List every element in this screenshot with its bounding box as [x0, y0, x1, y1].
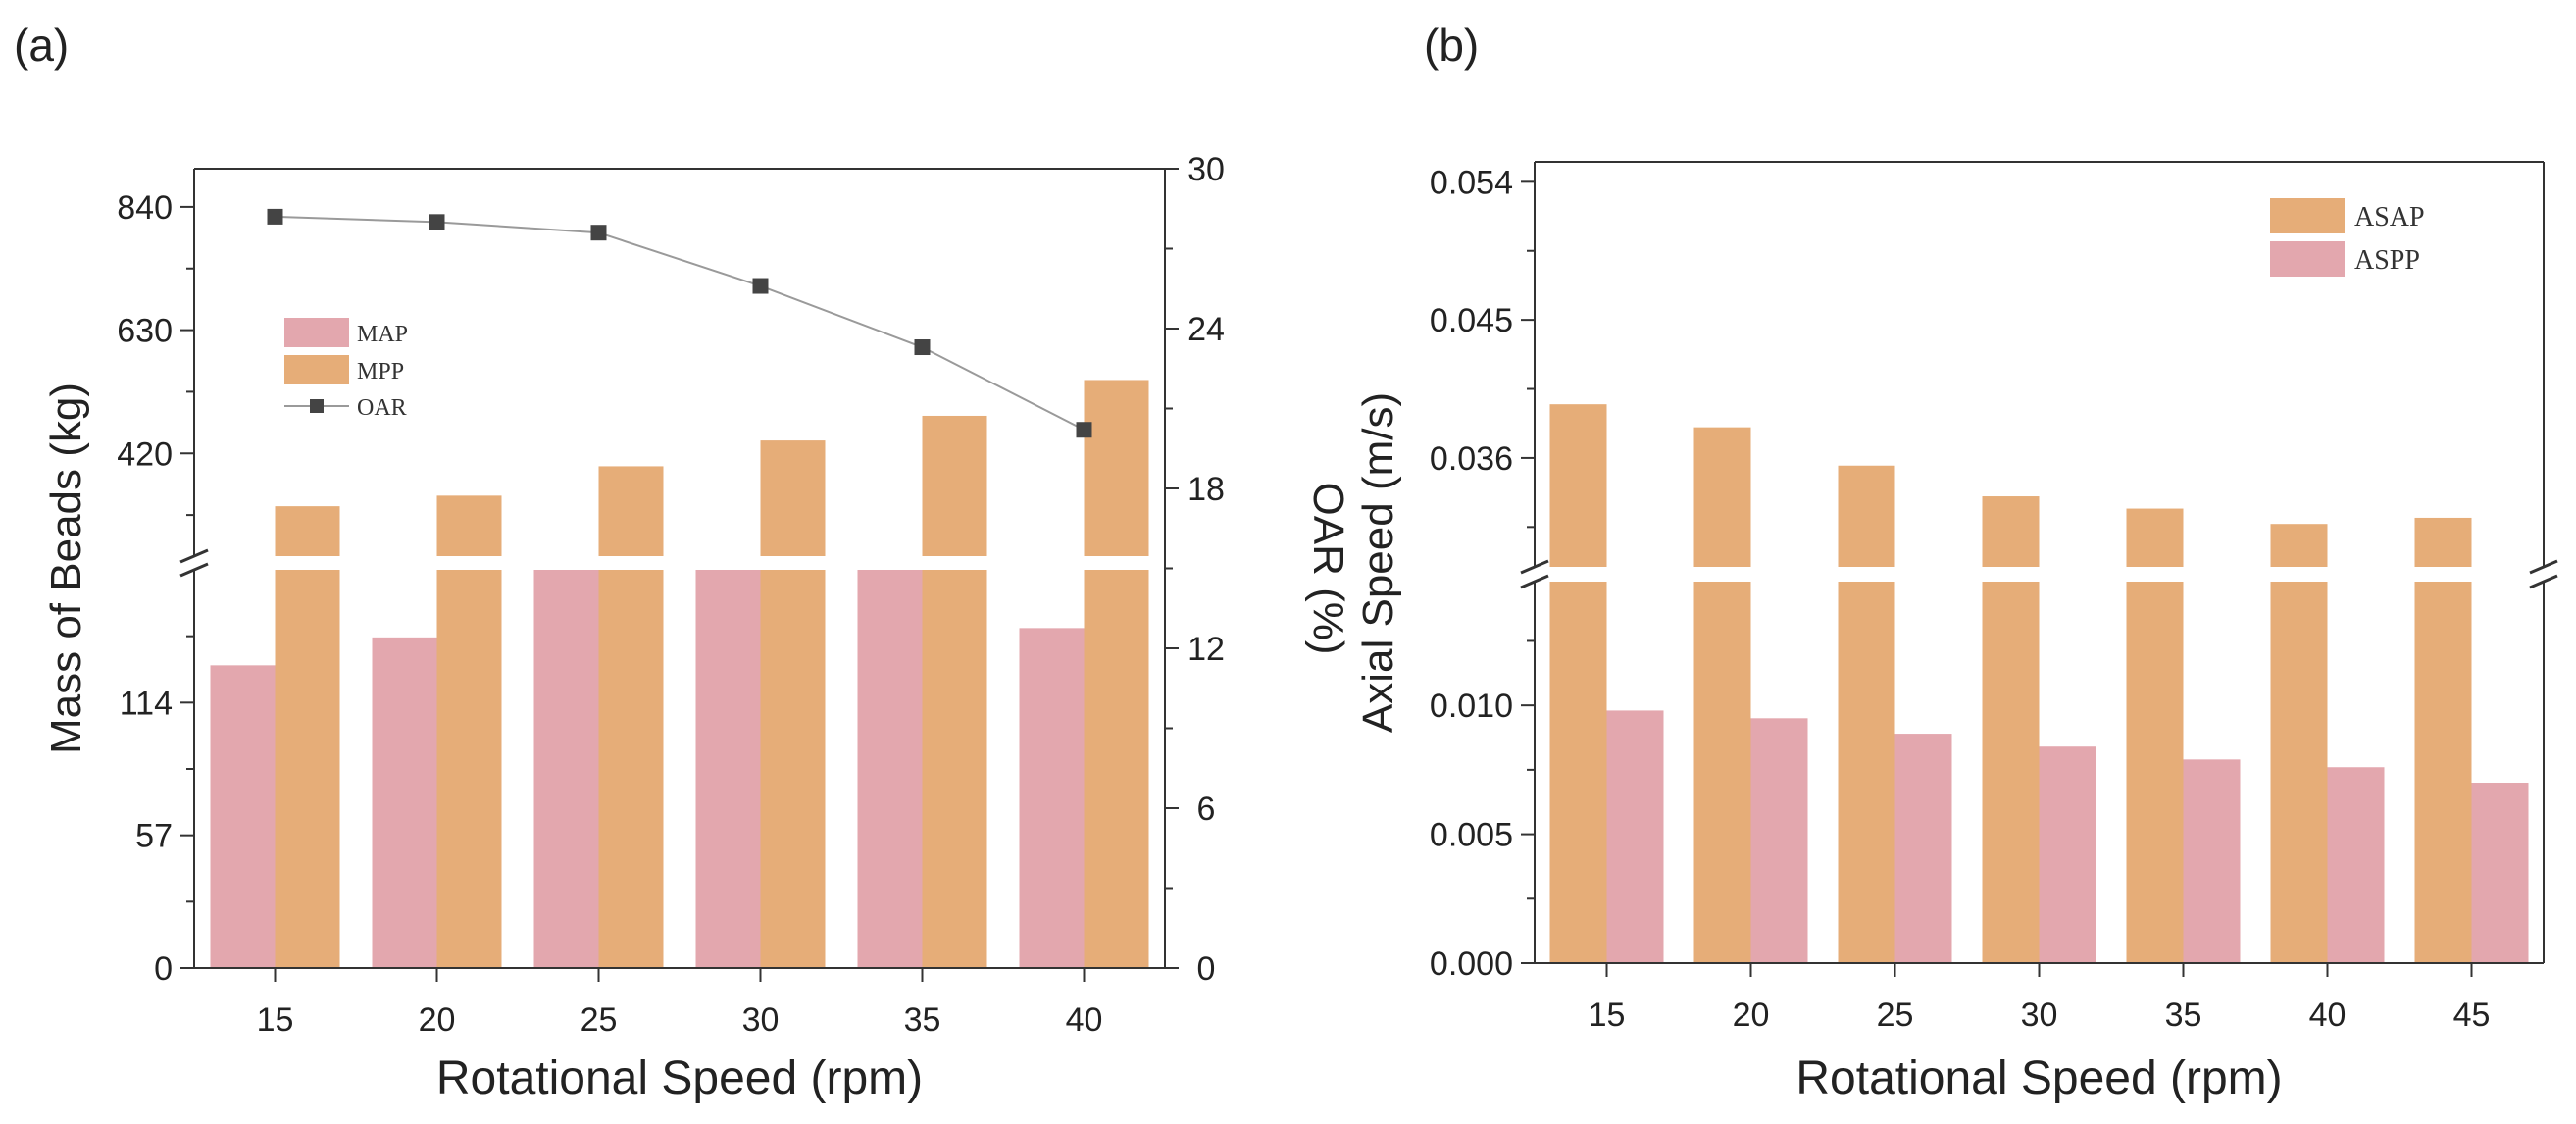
oar-marker-35 — [914, 339, 931, 356]
ytick-label-b-0.005: 0.005 — [1430, 817, 1513, 854]
bar-asap-25 — [1838, 465, 1895, 963]
bar-aspp-20 — [1750, 718, 1808, 963]
legend-swatch-asap — [2270, 198, 2345, 233]
legend-label-map: MAP — [357, 322, 408, 347]
bar-mpp-30 — [760, 440, 826, 968]
bar-mpp-15 — [275, 506, 340, 968]
xtick-label-30: 30 — [742, 1001, 780, 1039]
x-axis-title-b: Rotational Speed (rpm) — [1795, 1052, 2282, 1104]
bar-asap-20 — [1693, 427, 1751, 963]
ytick-label-0: 0 — [154, 950, 173, 988]
legend-swatch-map — [284, 318, 349, 347]
panel-b-chart: (b) 0.000 0.005 0.010 0.036 0.045 0.054 15 20 25 3… — [1354, 20, 2558, 1104]
bar-mpp-20 — [436, 495, 502, 968]
xtick-label-b-15: 15 — [1589, 996, 1626, 1034]
xtick-label-b-20: 20 — [1733, 996, 1770, 1034]
ytick-label-420: 420 — [117, 435, 173, 473]
legend-label-aspp: ASPP — [2354, 245, 2420, 276]
bar-aspp-15 — [1606, 710, 1664, 963]
break-mark-lower — [179, 562, 209, 578]
oar-line — [275, 215, 1085, 432]
xtick-label-25: 25 — [581, 1001, 618, 1039]
bar-map-20 — [372, 637, 437, 968]
xtick-label-40: 40 — [1066, 1001, 1103, 1039]
bar-mpp-25 — [598, 466, 664, 968]
ytick-label-b-0.036: 0.036 — [1430, 440, 1513, 478]
y-axis-title-right: OAR (%) — [1304, 483, 1352, 655]
break-mark-upper-b1 — [2529, 559, 2558, 575]
bar-aspp-25 — [1894, 734, 1952, 963]
bar-map-40 — [1019, 628, 1085, 968]
axis-break-gap-b — [1537, 567, 2542, 582]
axis-break-gap — [196, 556, 1163, 570]
panel-label-b: (b) — [1424, 20, 1479, 71]
legend-marker-oar — [310, 399, 324, 413]
ytick-label-57: 57 — [135, 818, 173, 855]
break-mark-upper-b0 — [1520, 559, 1549, 575]
bar-asap-40 — [2270, 524, 2328, 963]
ytick-right-label-24: 24 — [1187, 311, 1225, 348]
ytick-label-114: 114 — [120, 685, 173, 722]
bar-mpp-35 — [922, 415, 987, 968]
legend-label-mpp: MPP — [357, 359, 404, 384]
bar-asap-30 — [1982, 496, 2040, 963]
legend-label-asap: ASAP — [2354, 202, 2425, 232]
bar-asap-15 — [1549, 404, 1607, 963]
xtick-label-20: 20 — [419, 1001, 456, 1039]
ytick-label-630: 630 — [117, 313, 173, 350]
oar-marker-40 — [1076, 422, 1092, 438]
bar-asap-45 — [2414, 517, 2472, 963]
ytick-right-label-12: 12 — [1187, 631, 1225, 668]
y-axis-title-left: Mass of Beads (kg) — [42, 383, 90, 754]
xtick-label-15: 15 — [257, 1001, 294, 1039]
xtick-label-b-30: 30 — [2021, 996, 2058, 1034]
break-mark-lower-b1 — [2529, 574, 2558, 589]
ytick-right-label-0: 0 — [1197, 950, 1216, 988]
bar-asap-35 — [2126, 508, 2184, 963]
xtick-label-b-25: 25 — [1877, 996, 1914, 1034]
bar-aspp-30 — [2039, 746, 2096, 963]
bar-map-30 — [695, 570, 761, 968]
ytick-right-label-18: 18 — [1187, 471, 1225, 508]
bar-map-35 — [857, 570, 923, 968]
oar-marker-15 — [267, 208, 283, 225]
oar-marker-25 — [590, 225, 607, 241]
legend-swatch-aspp — [2270, 241, 2345, 277]
xtick-label-b-45: 45 — [2453, 996, 2491, 1034]
ytick-label-840: 840 — [117, 189, 173, 227]
xtick-label-b-40: 40 — [2309, 996, 2347, 1034]
legend-label-oar: OAR — [357, 395, 407, 421]
bar-mpp-40 — [1084, 380, 1149, 968]
xtick-label-35: 35 — [904, 1001, 941, 1039]
break-mark-lower-b0 — [1520, 574, 1549, 589]
oar-marker-20 — [429, 214, 445, 230]
xtick-label-b-35: 35 — [2165, 996, 2202, 1034]
bar-aspp-45 — [2471, 783, 2529, 963]
y-axis-title-b: Axial Speed (m/s) — [1354, 392, 1402, 733]
legend-swatch-mpp — [284, 355, 349, 384]
ytick-label-b-0.000: 0.000 — [1430, 945, 1513, 983]
break-mark-upper — [179, 548, 209, 564]
ytick-right-label-6: 6 — [1197, 791, 1216, 828]
ytick-label-b-0.010: 0.010 — [1430, 688, 1513, 725]
bar-aspp-40 — [2327, 767, 2385, 963]
bar-map-15 — [210, 665, 276, 968]
bar-aspp-35 — [2183, 759, 2241, 963]
x-axis-title: Rotational Speed (rpm) — [436, 1052, 923, 1104]
ytick-right-label-30: 30 — [1187, 151, 1225, 188]
panel-a-chart: (a) 0 57 114 420 630 840 0 6 12 18 24 30 15 20 25 30 35 40… — [14, 20, 1352, 1104]
bar-map-25 — [533, 570, 599, 968]
panel-label-a: (a) — [14, 20, 69, 71]
oar-marker-30 — [752, 278, 769, 294]
ytick-label-b-0.045: 0.045 — [1430, 302, 1513, 339]
ytick-label-b-0.054: 0.054 — [1430, 164, 1513, 201]
